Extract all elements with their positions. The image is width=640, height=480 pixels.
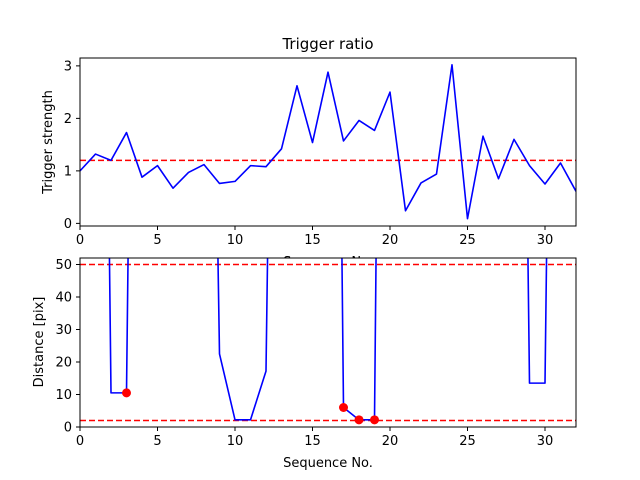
series-lines (80, 64, 576, 220)
y-tick-label: 2 (64, 112, 72, 127)
x-tick-label: 20 (382, 434, 399, 449)
data-point-marker (122, 388, 131, 398)
x-tick-label: 5 (153, 434, 161, 449)
x-tick-label: 15 (304, 233, 321, 248)
plot-frame (79, 57, 577, 227)
x-tick-label: 30 (537, 434, 554, 449)
data-point-marker (370, 415, 379, 425)
y-tick-label: 20 (55, 356, 72, 371)
x-tick-label: 20 (382, 233, 399, 248)
x-axis-label: Sequence No. (283, 456, 373, 471)
series-line (527, 258, 548, 384)
trigger-ratio-subplot: Trigger ratio 0 5 10 15 20 25 30 0 1 2 3 Trigger … (41, 35, 577, 270)
y-tick-label: 40 (55, 291, 72, 306)
x-tick-label: 30 (537, 233, 554, 248)
y-tick-label: 50 (55, 258, 72, 273)
series-line (108, 258, 129, 394)
markers (122, 388, 379, 425)
y-ticks: 0 1 2 3 (64, 59, 80, 232)
chart-title: Trigger ratio (281, 35, 373, 53)
plot-frame (79, 257, 577, 428)
y-tick-label: 0 (64, 421, 72, 436)
y-axis-label: Trigger strength (41, 90, 56, 195)
data-point-marker (339, 403, 348, 412)
x-tick-label: 5 (153, 233, 161, 248)
x-tick-label: 10 (227, 434, 244, 449)
data-point-marker (354, 415, 364, 425)
y-tick-label: 10 (55, 388, 72, 403)
y-ticks: 0 10 20 30 40 50 (55, 258, 80, 436)
x-ticks: 0 5 10 15 20 25 30 (76, 427, 553, 449)
series-line (80, 64, 576, 220)
y-tick-label: 3 (64, 59, 72, 74)
x-tick-label: 25 (459, 434, 476, 449)
x-tick-label: 15 (304, 434, 321, 449)
series-line (217, 258, 269, 421)
x-tick-label: 0 (76, 434, 84, 449)
x-ticks: 0 5 10 15 20 25 30 (76, 226, 553, 248)
y-tick-label: 30 (55, 323, 72, 338)
x-tick-label: 0 (76, 233, 84, 248)
plot-background (80, 258, 576, 427)
y-axis-label: Distance [pix] (32, 297, 47, 388)
y-tick-label: 0 (64, 217, 72, 232)
x-tick-label: 10 (227, 233, 244, 248)
y-tick-label: 1 (64, 164, 72, 179)
reference-lines (80, 263, 576, 422)
x-tick-label: 25 (459, 233, 476, 248)
